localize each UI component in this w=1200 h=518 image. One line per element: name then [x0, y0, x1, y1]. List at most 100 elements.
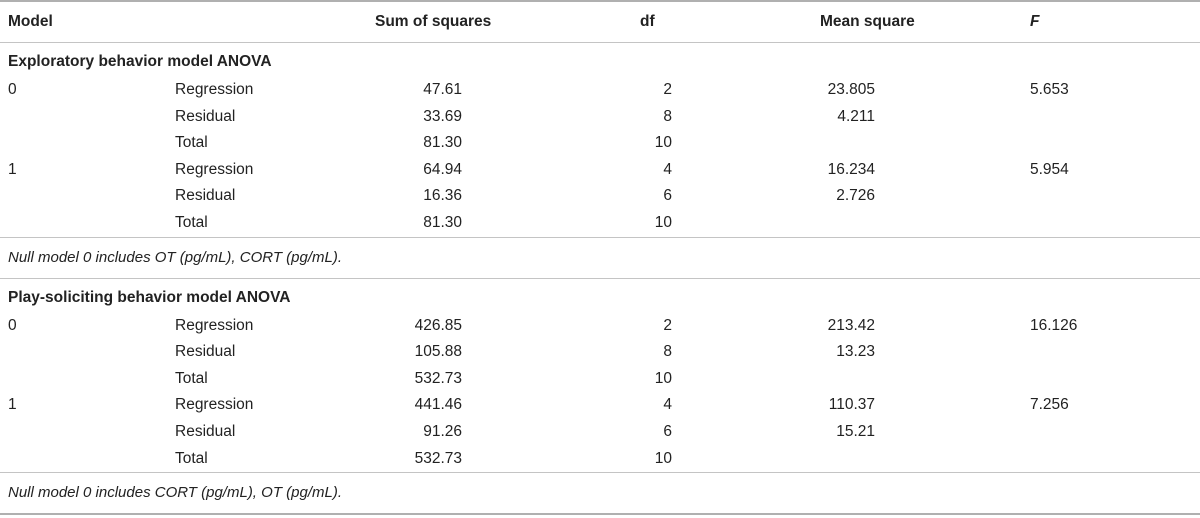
cell-df: 8 [663, 107, 672, 125]
cell-model: 0 [8, 316, 17, 334]
cell-f [1030, 446, 1200, 473]
cell-df: 6 [663, 422, 672, 440]
cell-df: 2 [663, 81, 672, 98]
cell-mean-square: 23.805 [827, 81, 875, 98]
table-row: Residual 91.26 6 15.21 [0, 419, 1200, 446]
cell-term: Residual [175, 107, 236, 125]
cell-term: Total [175, 369, 208, 387]
cell-sum-of-squares: 532.73 [414, 449, 462, 467]
header-df: df [640, 0, 820, 43]
cell-mean-square: 2.726 [836, 187, 875, 205]
cell-f [1030, 130, 1200, 157]
cell-model [0, 130, 175, 157]
table-header-row: Model Sum of squares df Mean square F p [0, 0, 1200, 43]
cell-term: Total [175, 134, 208, 152]
table-row: Total 81.30 10 [0, 130, 1200, 157]
cell-f: 16.126 [1030, 316, 1078, 334]
cell-sum-of-squares: 91.26 [423, 422, 462, 440]
cell-f: 5.653 [1030, 81, 1069, 98]
table-row: Residual 33.69 8 4.211 [0, 104, 1200, 131]
cell-mean-square: 213.42 [827, 316, 875, 334]
cell-df: 10 [654, 134, 672, 152]
cell-mean-square: 16.234 [827, 160, 875, 178]
cell-model [0, 366, 175, 393]
cell-model [0, 104, 175, 131]
table-row: Total 532.73 10 [0, 366, 1200, 393]
header-model: Model [0, 0, 175, 43]
cell-term: Residual [175, 422, 236, 440]
cell-df: 10 [654, 369, 672, 387]
cell-mean-square: 15.21 [836, 422, 875, 440]
cell-model [0, 183, 175, 210]
cell-df: 6 [663, 187, 672, 205]
section-title-row: Play-soliciting behavior model ANOVA [0, 278, 1200, 313]
cell-sum-of-squares: 64.94 [423, 160, 462, 178]
cell-model: 1 [8, 160, 17, 178]
cell-sum-of-squares: 47.61 [423, 81, 462, 98]
table-note-row: Null model 0 includes CORT (pg/mL), OT (… [0, 472, 1200, 516]
cell-f [1030, 339, 1200, 366]
cell-sum-of-squares: 33.69 [423, 107, 462, 125]
cell-df: 10 [654, 449, 672, 467]
cell-sum-of-squares: 16.36 [423, 187, 462, 205]
cell-f [1030, 104, 1200, 131]
cell-sum-of-squares: 426.85 [414, 316, 462, 334]
table-row: Residual 105.88 8 13.23 [0, 339, 1200, 366]
cell-model: 0 [8, 81, 17, 98]
cell-sum-of-squares: 532.73 [414, 369, 462, 387]
section-title: Exploratory behavior model ANOVA [8, 53, 272, 70]
header-sum-of-squares: Sum of squares [350, 0, 640, 43]
cell-f [1030, 183, 1200, 210]
cell-term: Regression [175, 396, 254, 414]
cell-term: Residual [175, 343, 236, 361]
cell-df: 2 [663, 316, 672, 334]
table-body: Exploratory behavior model ANOVA 0 Regress… [0, 43, 1200, 516]
cell-term: Residual [175, 187, 236, 205]
cell-f: 5.954 [1030, 160, 1069, 178]
cell-df: 4 [663, 160, 672, 178]
cell-model [0, 446, 175, 473]
cell-mean-square [820, 366, 1030, 393]
cell-f [1030, 366, 1200, 393]
cell-term: Regression [175, 160, 254, 178]
cell-term: Total [175, 449, 208, 467]
cell-mean-square: 110.37 [828, 396, 875, 414]
table-row: Total 532.73 10 [0, 446, 1200, 473]
cell-model [0, 419, 175, 446]
cell-sum-of-squares: 105.88 [414, 343, 462, 361]
section-title: Play-soliciting behavior model ANOVA [8, 288, 291, 306]
table-note: Null model 0 includes CORT (pg/mL), OT (… [0, 472, 1200, 516]
cell-df: 8 [663, 343, 672, 361]
cell-model: 1 [8, 396, 17, 414]
cell-sum-of-squares: 441.46 [414, 396, 462, 414]
cell-model [0, 339, 175, 366]
cell-df: 10 [654, 213, 672, 231]
cell-mean-square: 4.211 [837, 107, 875, 125]
cell-f: 7.256 [1030, 396, 1069, 414]
cell-model [0, 210, 175, 237]
cell-f [1030, 419, 1200, 446]
cell-df: 4 [663, 396, 672, 414]
section-title-row: Exploratory behavior model ANOVA [0, 43, 1200, 78]
table-note: Null model 0 includes OT (pg/mL), CORT (… [0, 236, 1200, 279]
cell-sum-of-squares: 81.30 [423, 134, 462, 152]
cell-term: Regression [175, 316, 254, 334]
cell-term: Total [175, 213, 208, 231]
table-note-row: Null model 0 includes OT (pg/mL), CORT (… [0, 236, 1200, 279]
cell-term: Regression [175, 81, 254, 98]
cell-f [1030, 210, 1200, 237]
cell-mean-square [820, 446, 1030, 473]
header-mean-square: Mean square [820, 0, 1030, 43]
header-f: F [1030, 0, 1200, 43]
cell-mean-square: 13.23 [836, 343, 875, 361]
cell-mean-square [820, 130, 1030, 157]
table-row: Total 81.30 10 [0, 210, 1200, 237]
header-term [175, 0, 350, 43]
cell-mean-square [820, 210, 1030, 237]
